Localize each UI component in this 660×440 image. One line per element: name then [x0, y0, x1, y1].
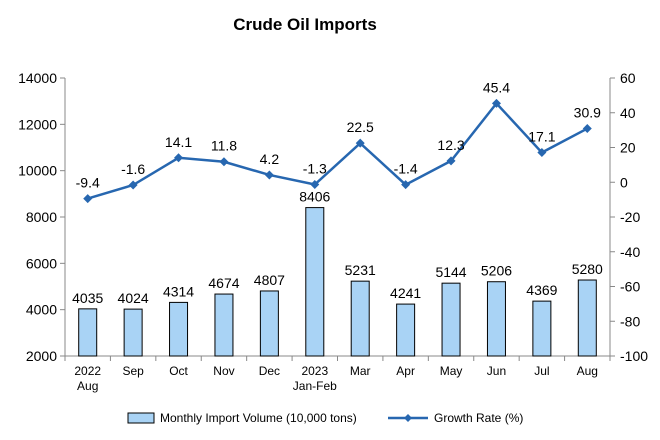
bar — [396, 303, 416, 357]
bar — [350, 280, 370, 357]
left-tick-label: 6000 — [26, 255, 57, 271]
bar-value-label: 4369 — [526, 282, 557, 298]
x-tick-label: Sep — [122, 364, 144, 378]
growth-rate-point — [537, 148, 547, 158]
bar-value-label: 4035 — [72, 290, 103, 306]
left-tick-label: 2000 — [26, 348, 57, 364]
left-tick-label: 4000 — [26, 302, 57, 318]
x-tick-label: Dec — [259, 364, 280, 378]
legend-line-marker — [404, 414, 412, 422]
bar — [577, 279, 597, 357]
right-tick-label: -60 — [620, 279, 640, 295]
right-tick-label: 0 — [620, 174, 628, 190]
x-tick-label: Aug — [577, 364, 598, 378]
growth-rate-label: 12.3 — [437, 137, 464, 153]
growth-rate-label: 11.8 — [211, 138, 237, 154]
bar — [441, 282, 461, 357]
bar — [259, 290, 279, 357]
x-tick-label: Oct — [169, 364, 188, 378]
growth-rate-label: -9.4 — [76, 175, 100, 191]
left-tick-label: 12000 — [18, 116, 57, 132]
growth-rate-label: 14.1 — [165, 134, 192, 150]
x-tick-label: Nov — [213, 364, 234, 378]
bar — [486, 281, 506, 357]
x-tick-label: Apr — [396, 364, 415, 378]
bar — [214, 293, 234, 357]
bar — [78, 308, 98, 357]
growth-rate-point — [582, 124, 592, 134]
growth-rate-line — [87, 101, 588, 200]
growth-rate-label: 17.1 — [528, 129, 555, 145]
bar-value-label: 4807 — [254, 272, 285, 288]
x-tick-label: 2023 — [301, 364, 328, 378]
right-tick-label: -80 — [620, 313, 640, 329]
growth-rate-label: -1.3 — [303, 161, 327, 177]
growth-rate-point — [446, 156, 456, 166]
left-tick-label: 10000 — [18, 163, 57, 179]
growth-rate-label: 45.4 — [483, 79, 510, 95]
bar — [532, 300, 552, 357]
x-tick-label: May — [440, 364, 463, 378]
bar — [169, 301, 189, 357]
legend-line-label: Growth Rate (%) — [434, 411, 523, 425]
legend-bar-swatch — [127, 412, 155, 424]
growth-rate-point — [401, 180, 411, 190]
right-tick-label: 60 — [620, 70, 636, 86]
bar-value-label: 5144 — [435, 264, 466, 280]
x-tick-label: Jun — [487, 364, 506, 378]
right-tick-label: -40 — [620, 244, 640, 260]
legend-bar-label: Monthly Import Volume (10,000 tons) — [160, 411, 357, 425]
x-tick-label: Jan-Feb — [293, 379, 337, 393]
right-tick-label: -100 — [620, 348, 648, 364]
x-tick-label: 2022 — [74, 364, 101, 378]
growth-rate-label: 4.2 — [260, 151, 280, 167]
right-tick-label: -20 — [620, 209, 640, 225]
bar-value-label: 5231 — [345, 262, 376, 278]
chart-title: Crude Oil Imports — [233, 15, 377, 34]
x-tick-label: Mar — [350, 364, 371, 378]
bar-value-label: 4674 — [208, 275, 239, 291]
growth-rate-point — [264, 170, 274, 180]
growth-rate-point — [491, 98, 501, 108]
growth-rate-point — [128, 180, 138, 190]
bar-value-label: 4241 — [390, 285, 421, 301]
x-tick-label: Aug — [77, 379, 98, 393]
bar-value-label: 5280 — [572, 261, 603, 277]
growth-rate-point — [219, 157, 229, 167]
x-tick-label: Jul — [534, 364, 549, 378]
right-tick-label: 40 — [620, 105, 636, 121]
growth-rate-label: -1.6 — [121, 161, 145, 177]
growth-rate-label: 22.5 — [347, 119, 374, 135]
growth-rate-label: -1.4 — [394, 161, 418, 177]
bar-value-label: 5206 — [481, 263, 512, 279]
growth-rate-point — [355, 138, 365, 148]
right-tick-label: 20 — [620, 140, 636, 156]
bar — [123, 308, 143, 357]
bar-value-label: 4024 — [118, 290, 149, 306]
bar — [305, 207, 325, 357]
bar-value-label: 4314 — [163, 283, 194, 299]
left-tick-label: 8000 — [26, 209, 57, 225]
left-tick-label: 14000 — [18, 70, 57, 86]
growth-rate-label: 30.9 — [574, 105, 601, 121]
growth-rate-point — [83, 194, 93, 204]
growth-rate-point — [174, 153, 184, 163]
bar-value-label: 8406 — [299, 189, 330, 205]
growth-rate-point — [310, 180, 320, 190]
